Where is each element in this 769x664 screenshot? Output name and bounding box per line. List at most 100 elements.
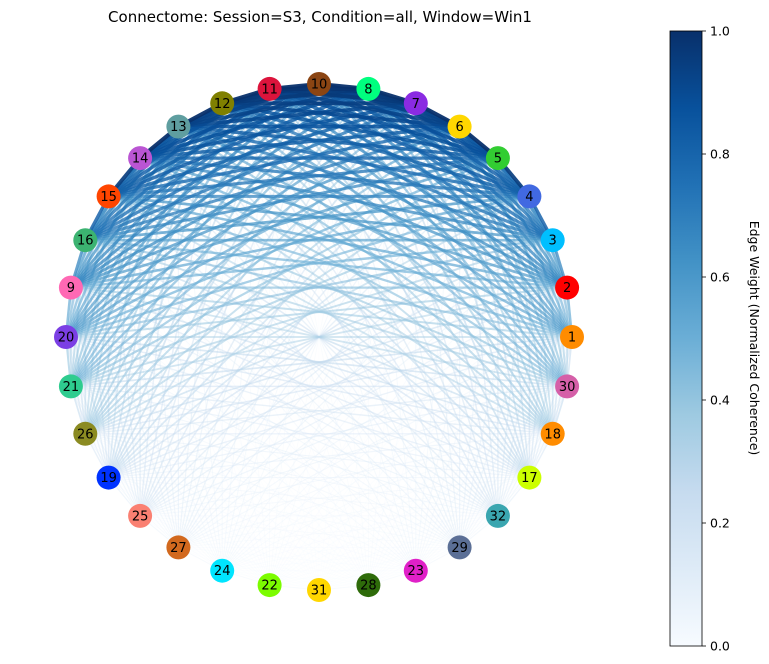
network-edge [140, 515, 416, 572]
network-node: 4 [517, 184, 542, 209]
network-edge [269, 515, 499, 586]
network-edge [65, 336, 369, 586]
network-edge [85, 433, 530, 479]
network-edge [84, 433, 179, 548]
network-node: 12 [210, 91, 235, 116]
node-circle [257, 573, 282, 598]
node-label: 18 [544, 427, 561, 442]
node-circle [73, 228, 98, 253]
network-edge [65, 102, 417, 339]
network-node: 32 [485, 503, 510, 528]
network-edge [84, 239, 270, 586]
node-circle [58, 275, 83, 300]
node-label: 9 [67, 281, 75, 296]
network-edge [318, 196, 530, 591]
node-label: 15 [100, 190, 117, 205]
network-edge [178, 546, 416, 572]
network-edge [178, 515, 498, 548]
network-edge [65, 336, 530, 479]
network-edge [222, 477, 530, 572]
network-node: 14 [128, 146, 153, 171]
node-circle [128, 146, 153, 171]
network-edge [177, 125, 554, 242]
network-edge [108, 477, 223, 572]
network-edge [367, 88, 499, 517]
node-circle [307, 578, 331, 602]
node-circle [447, 114, 472, 139]
network-edge [178, 547, 320, 591]
network-edge [108, 477, 460, 548]
network-edge [221, 102, 573, 339]
network-edge [108, 195, 553, 242]
network-edge [415, 103, 461, 548]
node-label: 31 [311, 584, 328, 599]
network-edge [269, 239, 554, 586]
network-edge [139, 101, 417, 160]
colorbar: 0.0 0.2 0.4 0.6 0.8 1.0 Edge Weight (Normaliz… [669, 24, 762, 654]
node-label: 21 [63, 380, 80, 395]
node-circle [166, 114, 191, 139]
network-node: 8 [356, 76, 381, 101]
node-label: 28 [360, 579, 377, 594]
node-label: 25 [132, 509, 149, 524]
node-label: 23 [408, 564, 425, 579]
network-edge [178, 433, 553, 548]
network-edge [139, 385, 568, 517]
node-label: 10 [311, 78, 328, 93]
node-circle [485, 146, 510, 171]
network-edge [318, 83, 531, 479]
node-circle [73, 421, 98, 446]
node-circle [356, 573, 381, 598]
network-edge [139, 156, 553, 242]
node-circle [356, 76, 381, 101]
network-edge [140, 477, 530, 517]
network-edge [84, 125, 461, 242]
node-circle [560, 325, 584, 349]
network-node: 26 [73, 421, 98, 446]
network-edge [318, 287, 568, 591]
network-node: 25 [128, 503, 153, 528]
node-label: 27 [170, 541, 187, 556]
node-label: 7 [412, 97, 420, 112]
node-label: 14 [132, 152, 149, 167]
node-circle [210, 558, 235, 583]
node-label: 17 [521, 471, 538, 486]
node-label: 2 [563, 281, 571, 296]
node-label: 13 [170, 120, 187, 135]
network-edge [70, 286, 573, 339]
colorbar-tick-label: 0.4 [710, 393, 730, 408]
node-label: 26 [77, 427, 94, 442]
network-node: 3 [540, 228, 565, 253]
network-node: 17 [517, 465, 542, 490]
network-edge [367, 157, 499, 586]
network-edge [85, 195, 530, 242]
network-edge [65, 125, 461, 339]
node-label: 5 [494, 152, 502, 167]
node-label: 30 [559, 380, 576, 395]
network-edge [415, 477, 530, 572]
network-node: 28 [356, 573, 381, 598]
node-circle [555, 275, 580, 300]
network-edge [70, 287, 320, 591]
node-circle [447, 535, 472, 560]
network-node: 18 [540, 421, 565, 446]
node-circle [128, 503, 153, 528]
network-edge [85, 156, 499, 242]
node-circle [257, 76, 282, 101]
network-edge [269, 336, 573, 586]
network-node: 11 [257, 76, 282, 101]
network-edge [178, 336, 573, 548]
network-edge [269, 86, 416, 106]
node-label: 4 [525, 190, 533, 205]
network-edge [221, 287, 568, 572]
network-edge [70, 88, 370, 388]
network-edge [177, 125, 573, 339]
network-edge [222, 546, 460, 572]
network-edge [368, 477, 530, 586]
network-edge [318, 515, 499, 591]
network-edge [85, 385, 568, 435]
network-edge [139, 88, 271, 517]
node-circle [96, 184, 121, 209]
network-edge [70, 385, 499, 517]
